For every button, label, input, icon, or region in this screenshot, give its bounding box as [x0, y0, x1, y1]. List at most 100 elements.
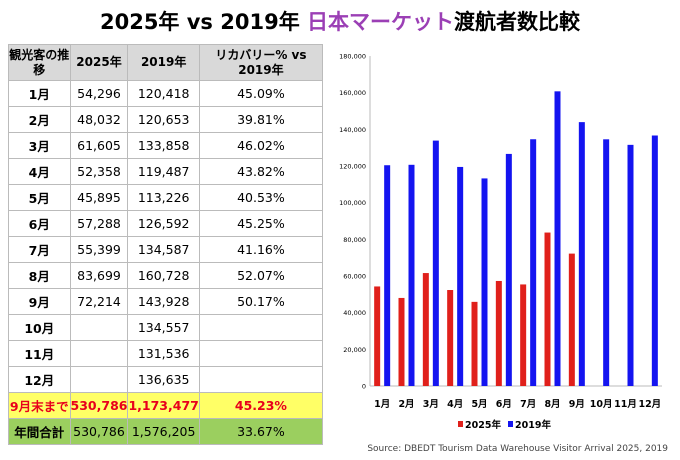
x-tick-label: 1月	[374, 399, 390, 410]
y-tick-label: 160,000	[339, 89, 366, 97]
bar-2025	[447, 290, 454, 386]
bar-2025	[520, 284, 527, 386]
x-tick-label: 2月	[398, 399, 414, 410]
y-tick-label: 100,000	[339, 199, 366, 207]
table-cell: 134,557	[127, 314, 200, 341]
table-row: 10月 134,557	[8, 314, 324, 341]
table-cell: 530,786	[69, 392, 129, 419]
bar-chart: 0 20,000 40,000 60,000 80,000 100,000 120,000 1…	[339, 53, 662, 431]
table-cell: 55,399	[69, 236, 129, 263]
table-cell: 7月	[8, 236, 71, 263]
x-tick-label: 3月	[423, 399, 439, 410]
table-cell: 530,786	[69, 418, 129, 445]
table-row: 1月 54,296 120,418 45.09%	[8, 80, 324, 107]
y-tick-label: 140,000	[339, 126, 366, 134]
table-cell: 5月	[8, 184, 71, 211]
table-cell: 41.16%	[198, 236, 324, 263]
bar-2025	[495, 280, 502, 386]
table-cell: 119,487	[127, 158, 200, 185]
x-tick-label: 9月	[569, 399, 585, 410]
x-tick-label: 11月	[614, 399, 637, 410]
column-header: 2019年	[127, 44, 200, 81]
x-tick-label: 8月	[544, 399, 560, 410]
legend-swatch	[458, 421, 463, 427]
y-tick-label: 180,000	[339, 53, 366, 61]
bar-2025	[422, 273, 429, 386]
bar-2019	[627, 144, 634, 386]
bar-2019	[651, 135, 658, 386]
table-cell: 136,635	[127, 366, 200, 393]
table-cell: 33.67%	[198, 418, 324, 445]
legend-swatch	[508, 421, 513, 427]
table-cell	[198, 340, 324, 367]
x-tick-label: 10月	[590, 399, 613, 410]
table-cell: 120,653	[127, 106, 200, 133]
table-cell: 11月	[8, 340, 71, 367]
bar-2019	[554, 91, 561, 386]
bar-2025	[471, 301, 478, 386]
x-tick-label: 5月	[471, 399, 487, 410]
page-title: 2025年 vs 2019年 日本マーケット渡航者数比較	[99, 10, 581, 34]
y-tick-label: 60,000	[343, 273, 366, 281]
table-cell: 61,605	[69, 132, 129, 159]
column-header: 2025年	[69, 44, 129, 81]
table-cell	[198, 366, 324, 393]
table-cell: 6月	[8, 210, 71, 237]
table-cell: 83,699	[69, 262, 129, 289]
legend-label: 2025年	[465, 419, 501, 431]
table-row: 6月 57,288 126,592 45.25%	[8, 210, 324, 237]
x-tick-label: 6月	[496, 399, 512, 410]
table-cell: 72,214	[69, 288, 129, 315]
column-header: 観光客の推移	[8, 44, 71, 81]
table-cell: 1月	[8, 80, 71, 107]
table-cell: 2月	[8, 106, 71, 133]
table-cell: 134,587	[127, 236, 200, 263]
legend-label: 2019年	[515, 419, 551, 431]
table-cell: 133,858	[127, 132, 200, 159]
table-row: 3月 61,605 133,858 46.02%	[8, 132, 324, 159]
y-tick-label: 20,000	[343, 346, 366, 354]
table-cell: 52,358	[69, 158, 129, 185]
table-row: 2月 48,032 120,653 39.81%	[8, 106, 324, 133]
y-tick-label: 80,000	[343, 236, 366, 244]
table-cell: 45,895	[69, 184, 129, 211]
y-tick-label: 40,000	[343, 309, 366, 317]
x-tick-label: 12月	[638, 399, 661, 410]
table-cell	[69, 314, 129, 341]
table-cell	[198, 314, 324, 341]
column-header: リカバリー% vs 2019年	[198, 44, 324, 81]
table-cell: 4月	[8, 158, 71, 185]
table-row: 8月 83,699 160,728 52.07%	[8, 262, 324, 289]
source-note: Source: DBEDT Tourism Data Warehouse Vis…	[367, 444, 668, 454]
bar-2019	[432, 140, 439, 386]
x-tick-label: 7月	[520, 399, 536, 410]
tot-row: 年間合計 530,786 1,576,205 33.67%	[8, 418, 324, 445]
data-table: 観光客の推移 2025年 2019年 リカバリー% vs 2019年 1月 54,296…	[8, 44, 324, 445]
table-cell: 10月	[8, 314, 71, 341]
table-cell: 1,173,477	[127, 392, 200, 419]
table-cell: 131,536	[127, 340, 200, 367]
table-cell: 45.23%	[198, 392, 324, 419]
title-accent: 日本マーケット	[307, 10, 455, 34]
bar-2019	[530, 139, 537, 386]
table-cell: 8月	[8, 262, 71, 289]
table-cell: 1,576,205	[127, 418, 200, 445]
bar-2019	[481, 178, 488, 386]
y-tick-label: 120,000	[339, 163, 366, 171]
table-row: 9月 72,214 143,928 50.17%	[8, 288, 324, 315]
table-cell: 39.81%	[198, 106, 324, 133]
table-cell: 45.09%	[198, 80, 324, 107]
bar-2019	[505, 153, 512, 386]
table-cell: 46.02%	[198, 132, 324, 159]
bar-2025	[374, 286, 381, 386]
table-cell: 年間合計	[8, 418, 71, 445]
table-row: 4月 52,358 119,487 43.82%	[8, 158, 324, 185]
bar-2019	[384, 165, 391, 386]
table-cell: 43.82%	[198, 158, 324, 185]
table-cell: 52.07%	[198, 262, 324, 289]
bar-2019	[457, 166, 464, 386]
table-cell	[69, 366, 129, 393]
table-cell: 54,296	[69, 80, 129, 107]
table-cell: 57,288	[69, 210, 129, 237]
table-cell: 3月	[8, 132, 71, 159]
